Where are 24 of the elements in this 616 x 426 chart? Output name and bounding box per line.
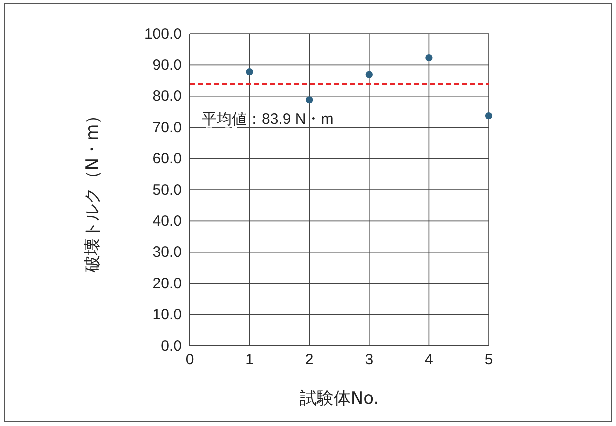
y-tick-label: 10.0 (152, 306, 182, 324)
y-tick-label: 80.0 (152, 88, 182, 106)
x-tick-label: 4 (425, 352, 434, 369)
x-axis-title: 試験体No. (300, 389, 380, 409)
x-tick-label: 5 (484, 352, 494, 369)
point (366, 71, 373, 78)
point (246, 68, 254, 76)
y-tick-label: 90.0 (152, 57, 182, 74)
y-tick-label: 60.0 (152, 150, 182, 168)
x-tick-label: 0 (186, 352, 194, 369)
y-tick-label: 50.0 (152, 182, 182, 199)
y-tick-label: 40.0 (152, 213, 182, 230)
point (426, 54, 433, 62)
y-tick-label: 100.0 (144, 26, 182, 43)
y-axis-title: 破壊トルク（N・m） (83, 107, 103, 274)
x-tick-label: 2 (305, 352, 314, 369)
point (306, 96, 314, 104)
x-tick-label: 3 (365, 352, 374, 369)
point (485, 112, 493, 120)
x-tick-label: 1 (246, 352, 254, 369)
y-tick-label: 20.0 (152, 275, 182, 292)
y-tick-label: 30.0 (152, 244, 182, 262)
y-tick-label: 0.0 (161, 338, 182, 355)
y-tick-label: 70.0 (152, 119, 182, 136)
